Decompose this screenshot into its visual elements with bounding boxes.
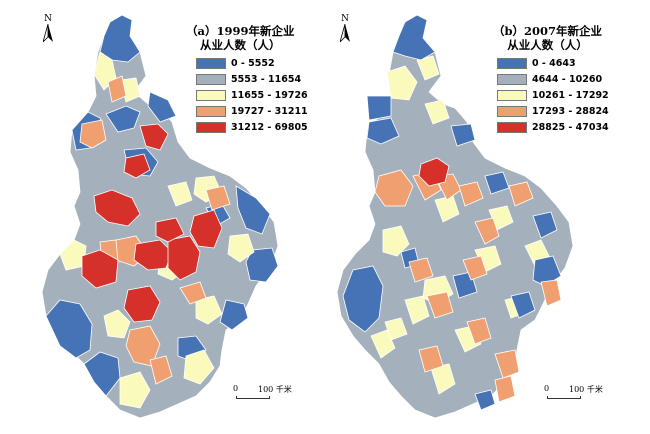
legend-label: 5553 - 11654 (231, 73, 302, 85)
legend-label: 28825 - 47034 (532, 121, 609, 133)
map-title: （a）1999年新企业 从业人数（人） (186, 24, 294, 52)
scale-zero: 0 (233, 384, 239, 393)
scale-line (236, 396, 270, 399)
legend-label: 17293 - 28824 (532, 105, 609, 117)
north-label: N (44, 14, 52, 24)
regions-class-1 (342, 14, 562, 411)
title-line-2: 从业人数（人） (199, 38, 281, 52)
legend-label: 4644 - 10260 (532, 73, 603, 85)
scale-zero: 0 (544, 384, 550, 393)
legend-item: 19727 - 31211 (196, 104, 308, 118)
legend-item: 31212 - 69805 (196, 120, 308, 134)
legend-swatch (196, 105, 226, 117)
scale-unit: 千米 (586, 385, 603, 394)
scale-unit: 千米 (275, 385, 292, 394)
north-arrow: N (337, 14, 353, 42)
legend: 0 - 5552 5553 - 11654 11655 - 19726 1972… (196, 56, 308, 136)
regions-class-5 (81, 123, 223, 323)
scale-max-value: 100 (258, 385, 274, 394)
legend-swatch (497, 121, 527, 133)
map-title: （b）2007年新企业 从业人数（人） (493, 24, 602, 52)
legend-item: 11655 - 19726 (196, 88, 308, 102)
legend-label: 31212 - 69805 (231, 121, 308, 133)
scale-max-value: 100 (569, 385, 585, 394)
legend-swatch (196, 89, 226, 101)
title-line-1: （b）2007年新企业 (493, 24, 603, 38)
map-panel-1999: N （a）1999年新企业 从业人数（人） 0 - 5552 5553 - 11… (40, 14, 308, 419)
legend-item: 10261 - 17292 (497, 88, 609, 102)
title-line-1: （a）1999年新企业 (186, 24, 295, 38)
legend-swatch (497, 89, 527, 101)
legend-label: 10261 - 17292 (532, 89, 609, 101)
scale-line (547, 396, 581, 399)
choropleth-map-1999 (41, 14, 279, 419)
legend-item: 5553 - 11654 (196, 72, 308, 86)
legend-item: 17293 - 28824 (497, 104, 609, 118)
legend-swatch (497, 105, 527, 117)
legend-swatch (196, 121, 226, 133)
legend-label: 11655 - 19726 (231, 89, 308, 101)
north-arrow-icon (43, 24, 53, 42)
legend-label: 0 - 4643 (532, 57, 576, 69)
legend-item: 0 - 5552 (196, 56, 308, 70)
legend-swatch (196, 57, 226, 69)
legend-item: 0 - 4643 (497, 56, 609, 70)
legend-swatch (497, 73, 527, 85)
legend-item: 28825 - 47034 (497, 120, 609, 134)
regions-class-5 (418, 157, 450, 187)
north-arrow-icon (340, 24, 350, 42)
legend-item: 4644 - 10260 (497, 72, 609, 86)
regions-class-4 (374, 169, 562, 403)
legend-swatch (497, 57, 527, 69)
legend-label: 19727 - 31211 (231, 105, 308, 117)
legend-label: 0 - 5552 (231, 57, 275, 69)
map-panel-2007: N （b）2007年新企业 从业人数（人） 0 - 4643 4644 - 10… (325, 0, 650, 434)
legend-swatch (196, 73, 226, 85)
north-label: N (341, 14, 349, 24)
scale-max: 100 千米 (258, 384, 292, 395)
legend: 0 - 4643 4644 - 10260 10261 - 17292 1729… (497, 56, 609, 136)
choropleth-map-2007 (336, 14, 574, 419)
north-arrow: N (40, 14, 56, 42)
title-line-2: 从业人数（人） (507, 38, 588, 52)
scale-max: 100 千米 (569, 384, 603, 395)
